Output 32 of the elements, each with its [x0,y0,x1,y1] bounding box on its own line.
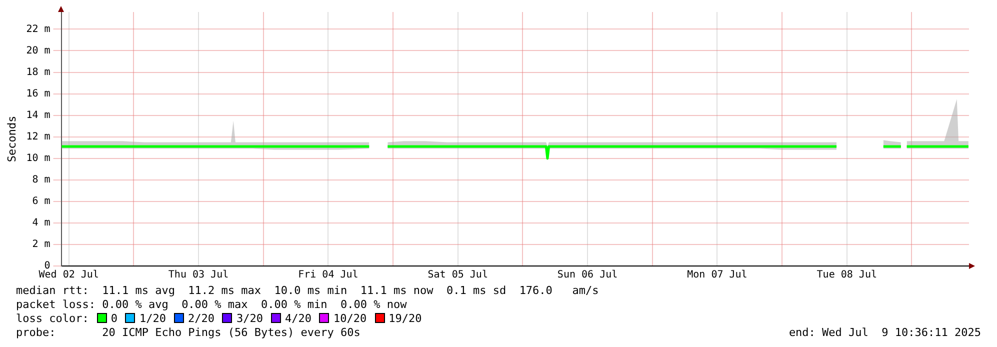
y-tick-label: 22 m [26,24,50,35]
x-tick-label: Sun 06 Jul [557,270,618,281]
y-tick-label: 8 m [32,174,50,186]
legend-label: 4/20 [284,312,312,325]
x-tick-label: Fri 04 Jul [298,270,358,281]
y-tick-label: 4 m [32,218,50,229]
y-tick-label: 18 m [26,66,50,78]
legend-label: 3/20 [236,312,263,325]
text: end: Wed Jul 9 10:36:11 2025 [788,326,981,340]
legend-label: 0 [110,312,118,325]
legend-label: 19/20 [388,312,422,325]
x-tick-label: Thu 03 Jul [168,270,229,281]
x-tick-label: Sat 05 Jul [428,270,488,281]
legend-label: 2/20 [188,312,214,325]
y-tick-label: 10 m [26,152,50,164]
legend-label: 10/20 [333,312,367,325]
y-tick-label: 16 m [26,88,50,100]
y-tick-label: 12 m [26,131,50,142]
legend-title: loss color: [16,312,89,325]
text: packet loss: 0.00 % avg 0.00 % max 0.00 % min 0.00 % now [16,298,408,312]
x-tick-label: Wed 02 Jul [38,270,99,281]
y-tick-label: 0 [44,260,50,272]
y-tick-label: 20 m [26,45,50,56]
y-axis-title: Seconds [5,116,18,162]
y-tick-label: 2 m [32,239,50,250]
x-tick-label: Mon 07 Jul [687,270,748,281]
x-tick-label: Tue 08 Jul [816,270,877,281]
y-tick-label: 6 m [32,196,50,208]
text: probe: 20 ICMP Echo Pings (56 Bytes) every 60s [16,326,360,340]
text: median rtt: 11.1 ms avg 11.2 ms max 10.0 ms min 11.1 ms now 0.1 ms sd 176.0 am/s [16,284,600,298]
legend-label: 1/20 [139,312,166,325]
y-tick-label: 14 m [26,110,50,121]
